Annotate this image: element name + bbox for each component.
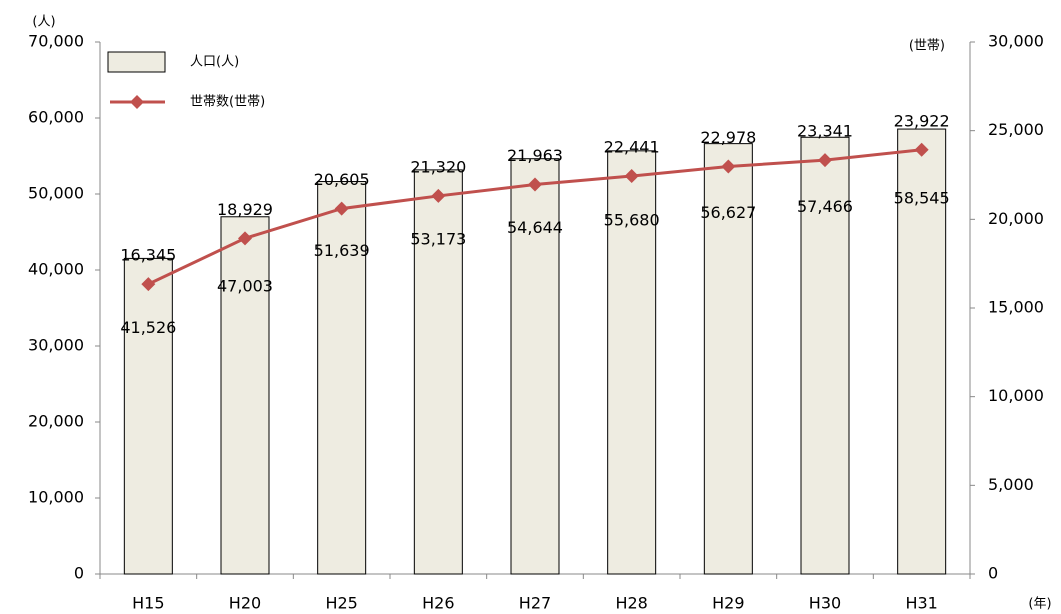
bar-value-label: 47,003: [217, 276, 273, 295]
bar: [897, 128, 947, 575]
y2-tick-label: 20,000: [988, 209, 1044, 228]
legend-label: 世帯数(世帯): [190, 95, 265, 110]
y2-axis-title: (世帯): [909, 39, 945, 54]
y2-tick-label: 15,000: [988, 298, 1044, 317]
y-tick-label: 40,000: [28, 260, 84, 279]
legend-label: 人口(人): [190, 55, 239, 70]
line-marker: [141, 277, 156, 292]
line-marker: [238, 231, 252, 246]
line-value-label: 22,441: [604, 138, 660, 157]
bar-value-label: 58,545: [894, 189, 950, 208]
y-tick-label: 20,000: [28, 412, 84, 431]
line-value-label: 20,605: [314, 170, 370, 189]
line-marker: [818, 153, 832, 168]
line-marker: [431, 188, 446, 203]
y2-tick-label: 5,000: [988, 475, 1034, 494]
bar-value-label: 41,526: [120, 318, 176, 337]
y-tick-label: 10,000: [28, 488, 84, 507]
bar: [220, 216, 270, 575]
legend-marker: [130, 95, 144, 109]
x-tick-label: H15: [132, 594, 164, 613]
line-value-label: 23,341: [797, 122, 853, 141]
bar: [123, 257, 173, 575]
legend-swatch: [107, 51, 166, 73]
line-value-label: 23,922: [894, 111, 950, 130]
line-value-label: 21,963: [507, 146, 563, 165]
bar: [413, 169, 463, 575]
line-marker: [914, 142, 929, 157]
y2-tick-label: 25,000: [988, 120, 1044, 139]
x-tick-label: H28: [615, 594, 647, 613]
x-axis-title: (年): [1028, 597, 1051, 612]
bar-value-label: 56,627: [700, 203, 756, 222]
line-value-label: 16,345: [120, 246, 176, 265]
line-value-label: 22,978: [700, 128, 756, 147]
line-marker: [334, 201, 349, 216]
y-tick-label: 50,000: [28, 184, 84, 203]
y2-tick-label: 30,000: [988, 32, 1044, 51]
x-tick-label: H26: [422, 594, 454, 613]
bar: [703, 143, 753, 575]
x-tick-label: H20: [229, 594, 261, 613]
line-value-label: 21,320: [410, 157, 466, 176]
x-tick-label: H29: [712, 594, 744, 613]
line-marker: [624, 169, 639, 184]
y-tick-label: 30,000: [28, 336, 84, 355]
x-tick-label: H31: [905, 594, 937, 613]
y2-tick-label: 0: [988, 564, 998, 583]
y-tick-label: 70,000: [28, 32, 84, 51]
bar: [607, 150, 657, 575]
x-tick-label: H25: [325, 594, 357, 613]
y-axis-title: (人): [32, 15, 55, 30]
x-tick-label: H27: [519, 594, 551, 613]
bar-value-label: 57,466: [797, 197, 853, 216]
bar-value-label: 51,639: [314, 241, 370, 260]
y2-tick-label: 10,000: [988, 386, 1044, 405]
line-value-label: 18,929: [217, 200, 273, 219]
bar-value-label: 55,680: [604, 210, 660, 229]
line-marker: [721, 159, 736, 174]
y-tick-label: 60,000: [28, 108, 84, 127]
bar-value-label: 54,644: [507, 218, 563, 237]
bar: [800, 136, 850, 575]
line-marker: [528, 177, 542, 192]
x-tick-label: H30: [809, 594, 841, 613]
y-tick-label: 0: [74, 564, 84, 583]
bar-value-label: 53,173: [410, 229, 466, 248]
bar: [317, 181, 367, 575]
bar: [510, 158, 560, 575]
